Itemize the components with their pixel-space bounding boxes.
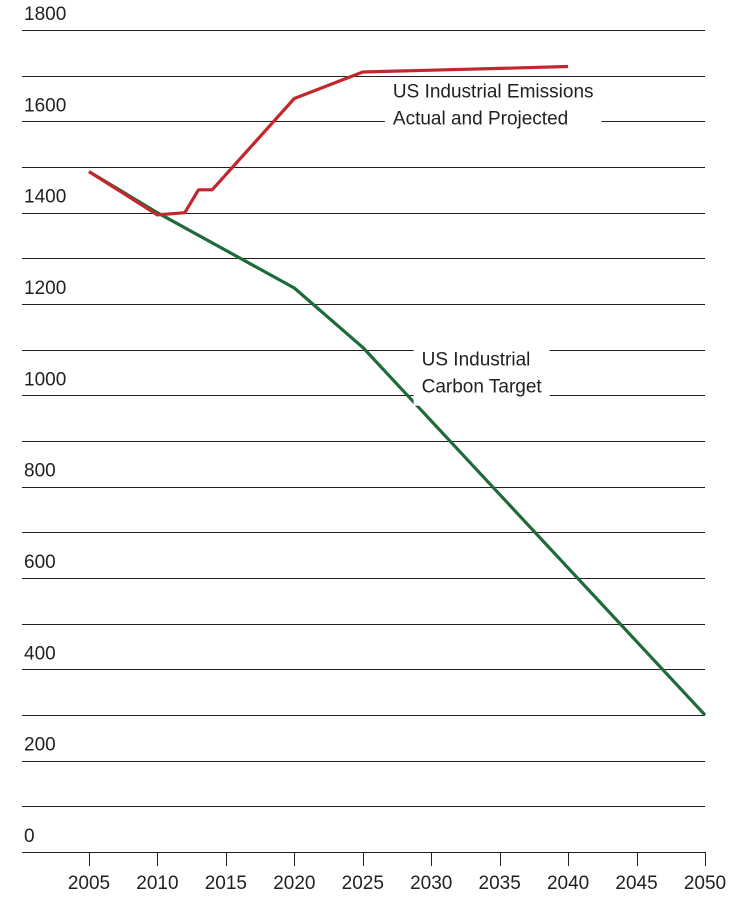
series-line-target (88, 170, 707, 717)
x-axis (22, 852, 706, 866)
y-tick-label: 600 (24, 552, 56, 573)
y-tick-label: 0 (24, 826, 35, 847)
y-tick-label: 1600 (24, 95, 66, 116)
y-tick-labels: 0 200 400 600 800 1000 1200 1400 1600 1800 (24, 4, 66, 847)
grid-lines (22, 30, 705, 807)
x-tick-label: 2050 (684, 873, 726, 894)
x-tick-label: 2035 (479, 873, 521, 894)
series-annotations: US Industrial Emissions Actual and Projec… (384, 77, 602, 406)
annotation-background (384, 77, 602, 138)
annotation-line: Carbon Target (422, 377, 543, 398)
x-tick-label: 2020 (273, 873, 315, 894)
series-lines (88, 64, 707, 717)
x-tick-label: 2010 (136, 873, 178, 894)
y-tick-label: 1800 (24, 4, 66, 25)
x-tick-label: 2045 (615, 873, 657, 894)
annotation-line: Actual and Projected (393, 109, 568, 130)
y-tick-label: 1200 (24, 278, 66, 299)
y-tick-label: 1000 (24, 369, 66, 390)
x-tick-label: 2040 (547, 873, 589, 894)
x-tick-labels: 2005 2010 2015 2020 2025 2030 2035 2040 2045 2050 (68, 873, 726, 894)
x-tick-label: 2025 (342, 873, 384, 894)
annotation-line: US Industrial (422, 350, 531, 371)
emissions-annotation: US Industrial Emissions Actual and Projec… (384, 77, 602, 138)
y-tick-label: 800 (24, 461, 56, 482)
x-tick-label: 2030 (410, 873, 452, 894)
x-tick-label: 2005 (68, 873, 110, 894)
y-tick-label: 400 (24, 643, 56, 664)
y-tick-label: 200 (24, 735, 56, 756)
series-line-emissions (88, 64, 569, 217)
annotation-line: US Industrial Emissions (393, 82, 594, 103)
target-annotation: US Industrial Carbon Target (413, 345, 550, 406)
y-tick-label: 1400 (24, 187, 66, 208)
annotation-background (413, 345, 550, 406)
x-tick-label: 2015 (205, 873, 247, 894)
